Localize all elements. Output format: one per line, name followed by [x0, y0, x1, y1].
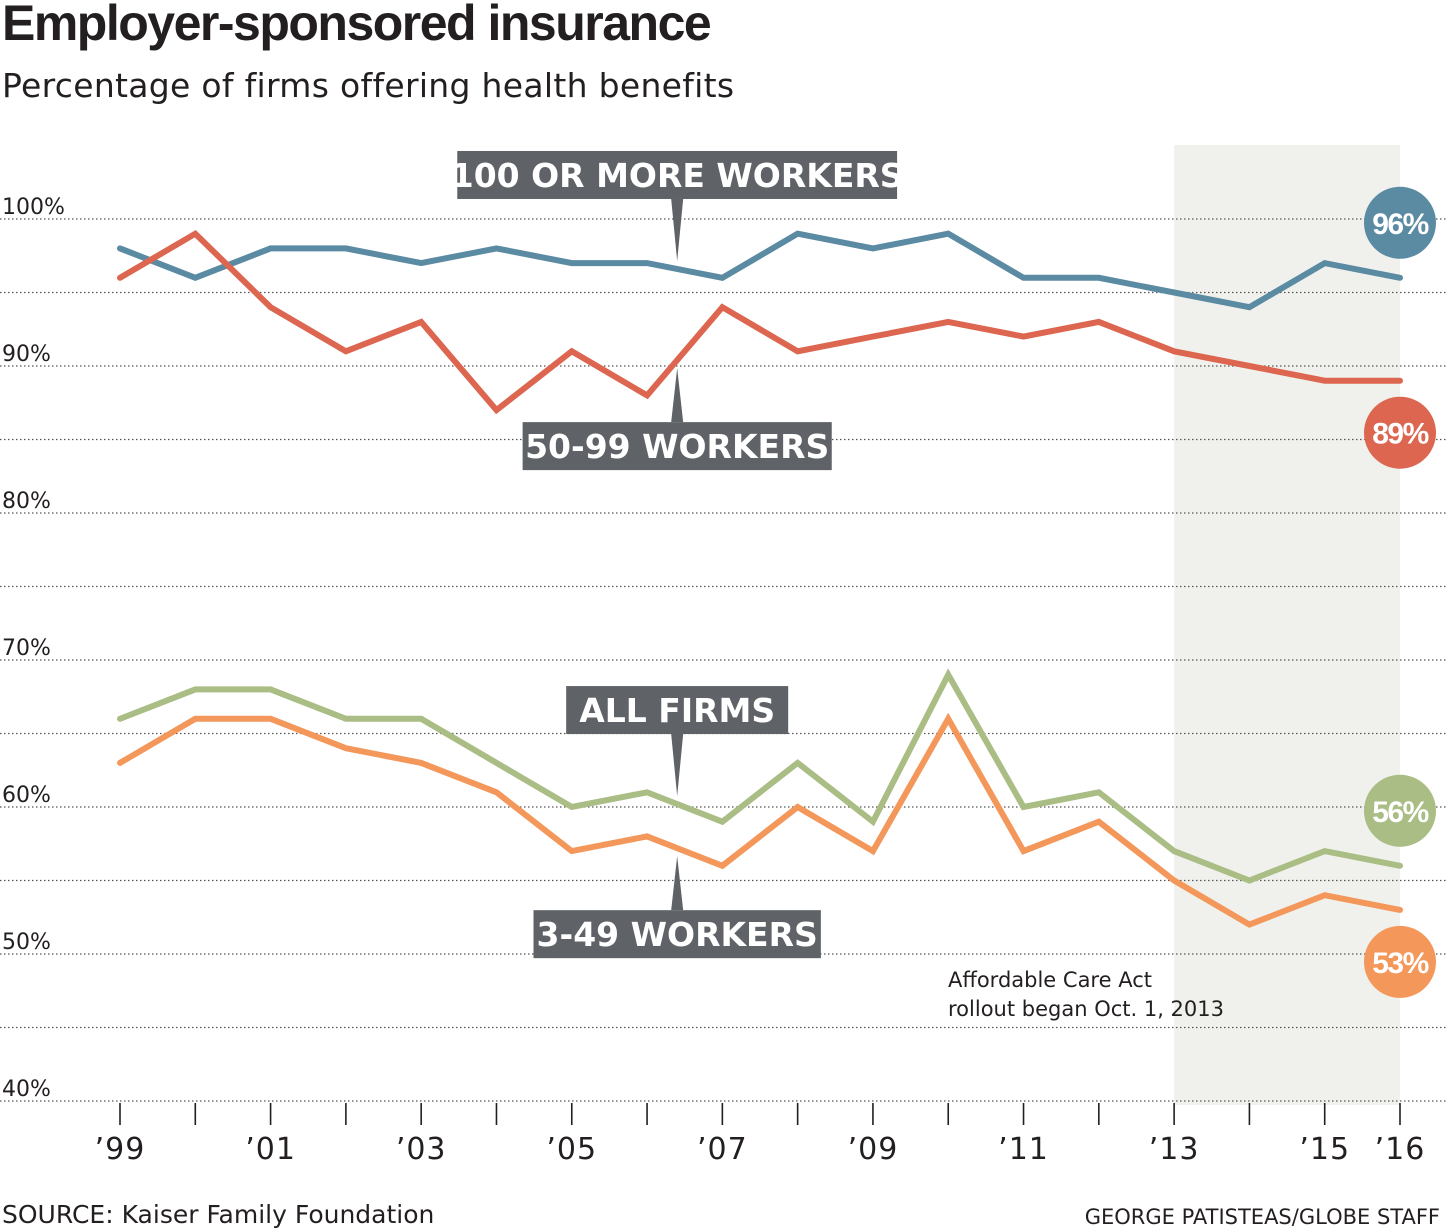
aca-annotation: rollout began Oct. 1, 2013	[948, 997, 1224, 1021]
callout-box	[522, 422, 832, 471]
x-tick-label: ’03	[396, 1132, 447, 1167]
series-name-label: ALL FIRMS	[579, 691, 775, 730]
callout-box	[566, 686, 789, 735]
staff-credit: GEORGE PATISTEAS/GLOBE STAFF	[1084, 1205, 1440, 1229]
x-tick-label: ’05	[546, 1132, 597, 1167]
callout-box	[533, 910, 821, 959]
end-value-label: 56%	[1372, 796, 1428, 829]
end-value-circle	[1364, 925, 1436, 998]
y-tick-label: 60%	[2, 783, 51, 808]
y-tick-label: 50%	[2, 930, 51, 955]
source-note: SOURCE: Kaiser Family Foundation	[2, 1200, 435, 1229]
x-tick-label: ’99	[95, 1132, 146, 1167]
aca-annotation: Affordable Care Act	[948, 968, 1152, 992]
y-tick-label: 40%	[2, 1077, 51, 1102]
series-line	[117, 230, 1403, 311]
series-name-label: 100 OR MORE WORKERS	[451, 156, 904, 195]
x-tick-label: ’16	[1375, 1132, 1426, 1167]
series-name-label: 3-49 WORKERS	[537, 915, 818, 954]
end-value-circle	[1364, 396, 1436, 469]
callout-pointer	[671, 368, 684, 423]
x-tick-label: ’07	[697, 1132, 748, 1167]
callout-pointer	[671, 856, 684, 911]
x-tick-label: ’01	[245, 1132, 296, 1167]
series-line	[117, 668, 1403, 884]
y-tick-label: 70%	[2, 636, 51, 661]
y-tick-label: 90%	[2, 342, 51, 367]
y-tick-label: 100%	[2, 195, 65, 220]
callout-box	[457, 150, 898, 199]
x-tick-label: ’15	[1299, 1132, 1350, 1167]
aca-shaded-band	[1174, 145, 1400, 1105]
end-value-label: 89%	[1372, 418, 1428, 451]
x-tick-label: ’13	[1149, 1132, 1200, 1167]
chart-title: Employer-sponsored insurance	[2, 0, 712, 51]
callout-pointer	[671, 734, 684, 797]
callout-pointer	[671, 198, 684, 261]
series-line	[117, 229, 1403, 415]
end-value-label: 53%	[1372, 947, 1428, 980]
end-value-circle	[1364, 186, 1436, 259]
end-value-circle	[1364, 774, 1436, 847]
series-name-label: 50-99 WORKERS	[525, 427, 829, 466]
chart-subtitle: Percentage of firms offering health bene…	[2, 66, 735, 105]
end-value-label: 96%	[1372, 208, 1428, 241]
x-tick-label: ’11	[998, 1132, 1049, 1167]
y-tick-label: 80%	[2, 489, 51, 514]
series-line	[117, 712, 1403, 928]
x-tick-label: ’09	[848, 1132, 899, 1167]
